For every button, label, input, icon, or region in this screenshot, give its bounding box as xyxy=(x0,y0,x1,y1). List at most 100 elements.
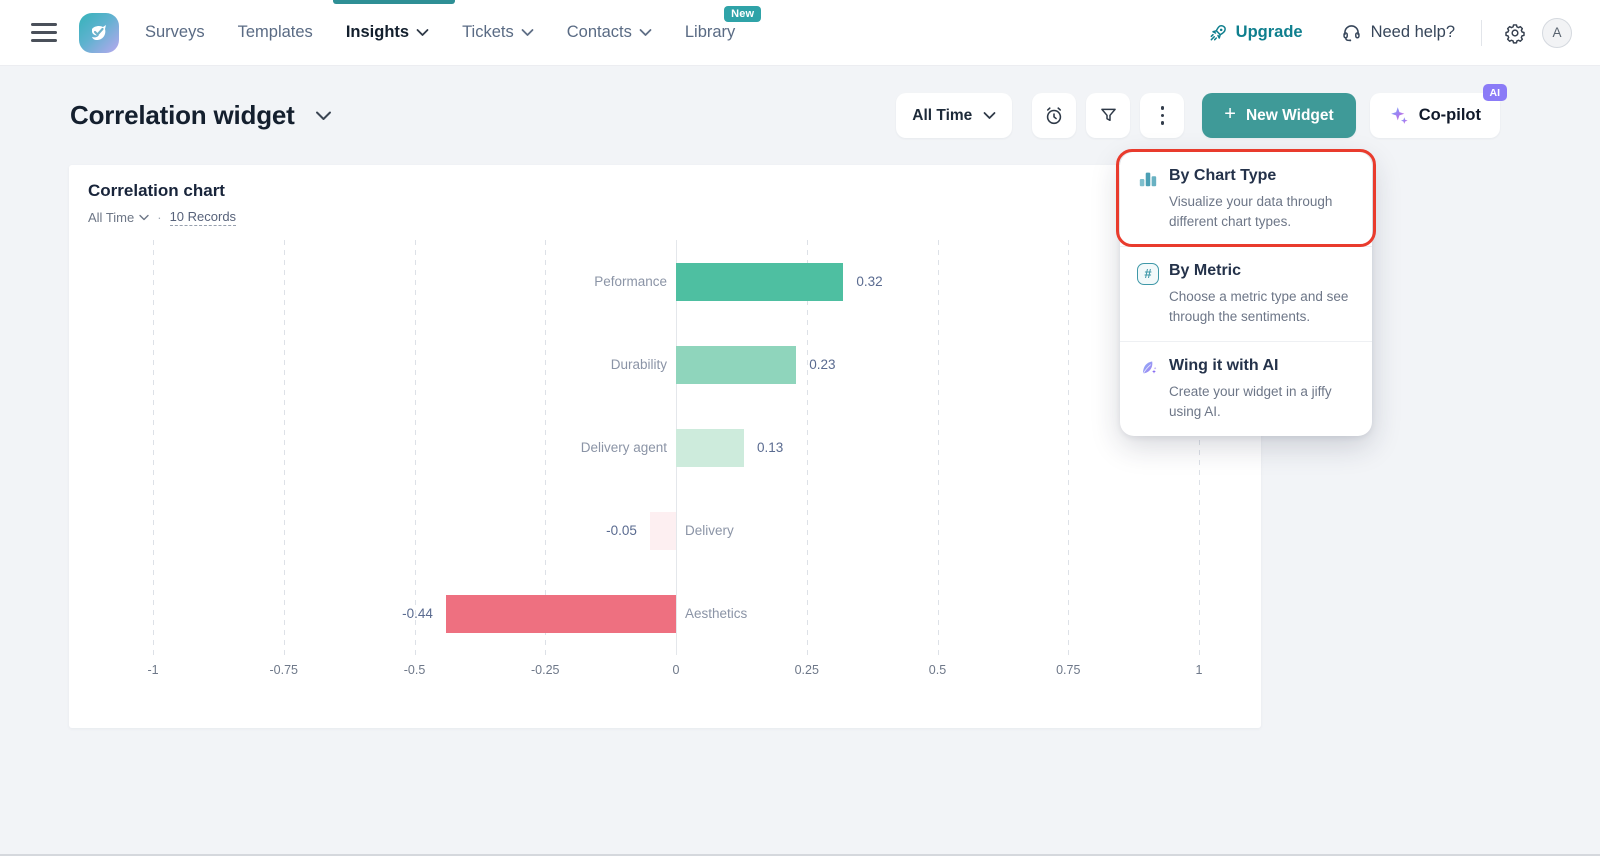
correlation-chart-card: Correlation chart All Time · 10 Records … xyxy=(69,165,1261,728)
bar-delivery-agent[interactable] xyxy=(676,428,744,467)
bar-durability[interactable] xyxy=(676,345,797,384)
x-tick-label: 0.25 xyxy=(794,663,819,677)
nav-label: Contacts xyxy=(566,23,632,41)
chevron-down-icon xyxy=(983,111,996,120)
bar-value-label: 0.23 xyxy=(809,356,836,372)
toolbar: All Time + New Widget xyxy=(896,84,1507,138)
new-widget-button[interactable]: + New Widget xyxy=(1202,93,1356,138)
bar-value-label: 0.32 xyxy=(856,273,883,289)
chart-title: Correlation chart xyxy=(88,181,225,200)
divider xyxy=(1481,19,1482,46)
copilot-button[interactable]: Co-pilot AI xyxy=(1369,84,1507,138)
bar-chart-icon xyxy=(1137,168,1159,190)
sparkle-icon xyxy=(1390,107,1408,124)
nav-label: Tickets xyxy=(462,23,514,41)
new-widget-dropdown-menu: By Chart Type Visualize your data throug… xyxy=(1116,149,1376,436)
bird-logo-icon xyxy=(92,24,106,40)
bar-peformance[interactable] xyxy=(676,262,844,301)
bar-category-label: Delivery xyxy=(685,522,734,538)
gridline xyxy=(283,240,285,655)
kebab-menu-icon xyxy=(1160,106,1165,125)
nav-item-surveys[interactable]: Surveys xyxy=(145,23,205,42)
chevron-down-icon xyxy=(639,28,652,37)
x-tick-label: 0.75 xyxy=(1056,663,1081,677)
widget-selector-chevron-icon[interactable] xyxy=(315,110,332,121)
schedule-alert-button[interactable] xyxy=(1032,93,1077,138)
x-tick-label: 1 xyxy=(1195,663,1203,677)
menu-item-title: Wing it with AI xyxy=(1169,356,1279,374)
x-tick-label: -0.25 xyxy=(531,663,560,677)
new-badge: New xyxy=(724,6,762,22)
nav-item-contacts[interactable]: Contacts xyxy=(567,23,652,42)
page-title: Correlation widget xyxy=(70,100,295,130)
x-tick-label: 0 xyxy=(672,663,680,677)
app-logo[interactable] xyxy=(79,12,119,53)
menu-item-description: Choose a metric type and see through the… xyxy=(1169,288,1349,324)
screen-bottom-edge xyxy=(0,854,1600,856)
bar-value-label: 0.13 xyxy=(756,439,784,455)
rocket-icon xyxy=(1210,24,1226,40)
need-help-button[interactable]: Need help? xyxy=(1341,22,1455,43)
upgrade-button[interactable]: Upgrade xyxy=(1208,23,1303,43)
bar-category-label: Aesthetics xyxy=(685,605,748,621)
gridline xyxy=(1068,240,1070,655)
menu-item-description: Create your widget in a jiffy using AI. xyxy=(1169,383,1332,419)
plot-area: -1 -0.75 -0.5 -0.25 0 0.25 0.5 0.75 1 Peformance 0… xyxy=(147,240,1202,677)
x-tick-label: -0.5 xyxy=(403,663,426,677)
menu-item-description: Visualize your data through different ch… xyxy=(1169,194,1333,229)
hash-icon: # xyxy=(1137,262,1159,285)
nav-label: Templates xyxy=(237,23,313,41)
topnav-right: Upgrade Need help? A xyxy=(1208,17,1572,48)
chart-time-filter[interactable]: All Time xyxy=(88,210,149,225)
x-tick-label: -0.75 xyxy=(269,663,299,677)
bar-delivery[interactable] xyxy=(649,511,676,550)
ai-badge: AI xyxy=(1482,84,1507,101)
page-header: Correlation widget All Time xyxy=(0,66,1600,165)
nav-label: Library xyxy=(684,23,736,41)
bar-category-label: Peformance xyxy=(594,273,667,289)
bar-value-label: -0.05 xyxy=(606,522,637,538)
hamburger-menu-icon[interactable] xyxy=(31,23,57,42)
time-filter-dropdown[interactable]: All Time xyxy=(896,93,1013,138)
records-link[interactable]: 10 Records xyxy=(169,209,237,226)
x-tick-label: -1 xyxy=(147,663,159,677)
nav-label: Surveys xyxy=(145,23,205,41)
gridline xyxy=(937,240,939,655)
filter-button[interactable] xyxy=(1086,93,1131,138)
need-help-label: Need help? xyxy=(1370,23,1455,41)
new-widget-label: New Widget xyxy=(1245,106,1334,124)
chart-time-filter-label: All Time xyxy=(88,210,135,225)
feather-ai-icon xyxy=(1137,358,1159,380)
more-options-button[interactable] xyxy=(1140,93,1185,138)
menu-item-title: By Chart Type xyxy=(1169,167,1277,184)
bar-category-label: Delivery agent xyxy=(580,439,667,455)
gridline xyxy=(545,240,547,655)
chevron-down-icon xyxy=(416,28,429,37)
gridline xyxy=(1199,240,1200,655)
plus-icon: + xyxy=(1224,103,1236,125)
settings-button[interactable] xyxy=(1504,22,1526,44)
alarm-clock-icon xyxy=(1047,106,1062,124)
avatar-initial: A xyxy=(1552,25,1562,40)
gear-icon xyxy=(1505,23,1525,44)
nav-item-insights[interactable]: Insights xyxy=(346,23,429,42)
separator-dot: · xyxy=(157,210,162,225)
chevron-down-icon xyxy=(139,214,149,221)
nav-item-library[interactable]: Library New xyxy=(684,6,762,42)
nav-item-tickets[interactable]: Tickets xyxy=(462,23,534,42)
nav-label: Insights xyxy=(345,23,410,41)
menu-item-by-metric[interactable]: # By Metric Choose a metric type and see… xyxy=(1120,245,1372,341)
gridline xyxy=(806,240,808,655)
menu-item-wing-it-with-ai[interactable]: Wing it with AI Create your widget in a … xyxy=(1120,340,1372,436)
bar-value-label: -0.44 xyxy=(402,605,433,621)
user-avatar[interactable]: A xyxy=(1542,17,1572,48)
gridline xyxy=(153,240,154,655)
menu-item-title: By Metric xyxy=(1169,261,1242,279)
nav-items: Surveys Templates Insights Tickets Conta… xyxy=(145,6,762,42)
upgrade-label: Upgrade xyxy=(1235,23,1303,41)
bar-aesthetics[interactable] xyxy=(445,594,676,633)
top-navigation: Surveys Templates Insights Tickets Conta… xyxy=(0,0,1600,66)
menu-item-by-chart-type[interactable]: By Chart Type Visualize your data throug… xyxy=(1116,149,1376,247)
nav-item-templates[interactable]: Templates xyxy=(238,23,313,42)
chevron-down-icon xyxy=(521,28,534,37)
